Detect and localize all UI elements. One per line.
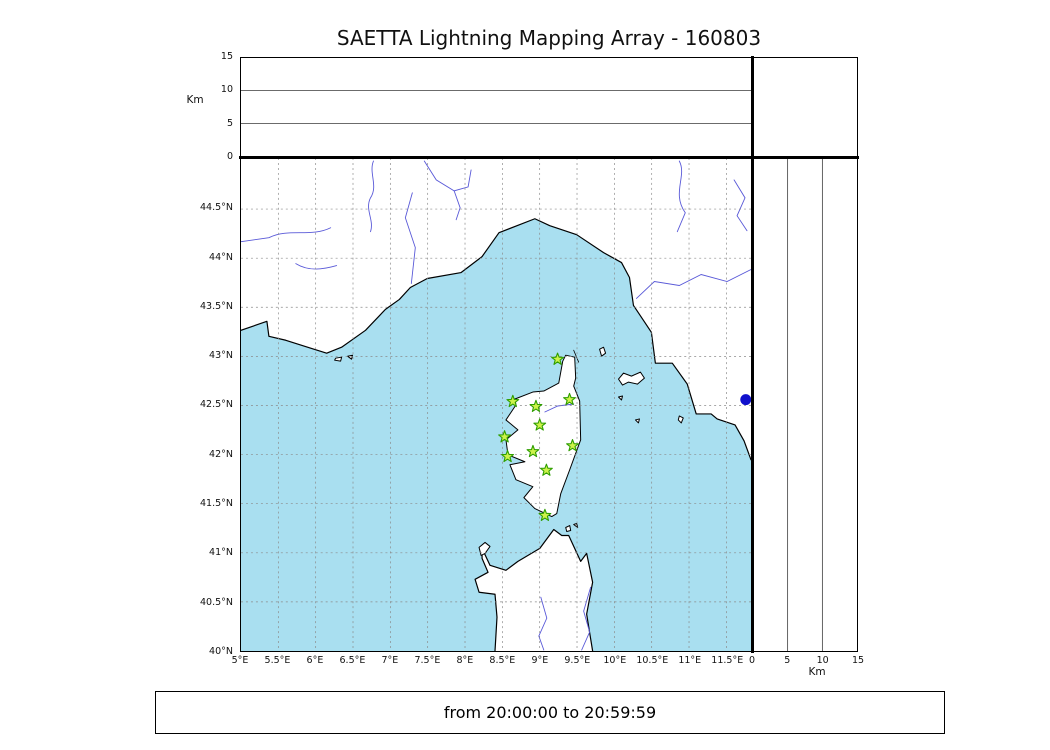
alt-tick-label-top: 15 xyxy=(220,51,233,62)
lma-station-star-marker xyxy=(566,439,579,452)
corsica-landmass xyxy=(505,354,582,518)
lon-tick-label: 7°E xyxy=(381,655,399,666)
small-islands-group xyxy=(334,346,684,556)
asinara-island xyxy=(478,541,491,556)
lon-tick-label: 5.5°E xyxy=(264,655,291,666)
lon-tick-label: 8.5°E xyxy=(489,655,516,666)
lat-tick-label: 42°N xyxy=(209,448,233,460)
lma-station-star-marker xyxy=(533,418,547,431)
geographic-map xyxy=(241,158,751,651)
lon-tick-label: 10°E xyxy=(603,655,627,666)
lma-stations-group xyxy=(498,352,579,521)
alt-tick-label-right: 5 xyxy=(784,655,791,666)
lon-tick-label: 11.5°E xyxy=(711,655,744,666)
lat-tick-label: 43.5°N xyxy=(199,300,233,312)
lat-tick-label: 40.5°N xyxy=(199,596,233,608)
lat-tick-label: 44°N xyxy=(209,251,233,263)
altitude-longitude-panel xyxy=(240,57,752,157)
lat-tick-label: 41°N xyxy=(209,547,233,559)
lon-tick-label: 8°E xyxy=(456,655,474,666)
hyeres-island xyxy=(334,356,343,362)
sardinia-coastline xyxy=(474,528,594,651)
alt-tick-label-right: 10 xyxy=(816,655,829,666)
lon-tick-label: 11°E xyxy=(678,655,702,666)
elba-island xyxy=(618,371,645,386)
lma-station-star-marker xyxy=(506,394,520,408)
france-italy-landmass xyxy=(241,158,751,460)
lon-tick-label: 10.5°E xyxy=(636,655,669,666)
altitude-unit-label-top: Km xyxy=(186,94,204,106)
altitude-latitude-panel xyxy=(752,157,858,652)
rivers-group xyxy=(241,160,751,651)
lma-station-star-marker xyxy=(538,508,552,521)
axis-divider-horizontal xyxy=(239,155,859,159)
altitude-longitude-plot xyxy=(241,90,751,124)
lat-tick-label: 44.5°N xyxy=(199,202,233,214)
lat-tick-label: 41.5°N xyxy=(199,498,233,510)
lma-station-star-marker xyxy=(551,352,564,365)
time-range-text: from 20:00:00 to 20:59:59 xyxy=(443,703,657,722)
giglio-island xyxy=(677,415,684,424)
lma-station-star-marker xyxy=(501,449,514,463)
alt-tick-label-top: 5 xyxy=(226,117,233,129)
time-range-box: from 20:00:00 to 20:59:59 xyxy=(155,691,945,734)
latlon-grid xyxy=(241,158,751,651)
figure-title: SAETTA Lightning Mapping Array - 160803 xyxy=(336,26,762,50)
altitude-unit-label-right: Km xyxy=(808,666,826,678)
alt-tick-label-right: 0 xyxy=(748,655,756,666)
capraia-island xyxy=(599,346,607,357)
lma-station-star-marker xyxy=(526,444,540,458)
lon-tick-label: 6.5°E xyxy=(339,655,366,666)
lon-tick-label: 6°E xyxy=(306,655,324,666)
lon-tick-label: 5°E xyxy=(231,655,249,666)
lon-tick-label: 9.5°E xyxy=(564,655,591,666)
lma-station-star-marker xyxy=(539,463,553,476)
lon-tick-label: 9°E xyxy=(531,655,549,666)
altitude-latitude-plot xyxy=(787,158,823,651)
map-panel xyxy=(240,157,752,652)
axis-divider-vertical xyxy=(750,56,754,653)
sardinia-landmass xyxy=(475,529,593,651)
altitude-histogram-panel xyxy=(752,57,858,157)
lat-tick-label: 42.5°N xyxy=(199,399,233,411)
alt-tick-label-top: 10 xyxy=(220,84,233,96)
lat-tick-label: 43°N xyxy=(209,350,233,362)
lma-station-star-marker xyxy=(563,392,576,406)
lma-station-star-marker xyxy=(498,430,511,443)
pianosa-island xyxy=(618,395,624,401)
alt-tick-label-top: 0 xyxy=(226,151,233,162)
maddalena-island xyxy=(565,525,572,532)
france-italy-coastline xyxy=(241,218,751,461)
montecristo-island xyxy=(634,418,640,424)
blue-dot-marker xyxy=(740,394,751,406)
lma-station-star-marker xyxy=(529,399,543,413)
alt-tick-label-right: 15 xyxy=(851,655,865,666)
lat-tick-label: 40°N xyxy=(209,646,233,657)
lon-tick-label: 7.5°E xyxy=(414,655,441,666)
extra-marker-group xyxy=(740,394,751,406)
